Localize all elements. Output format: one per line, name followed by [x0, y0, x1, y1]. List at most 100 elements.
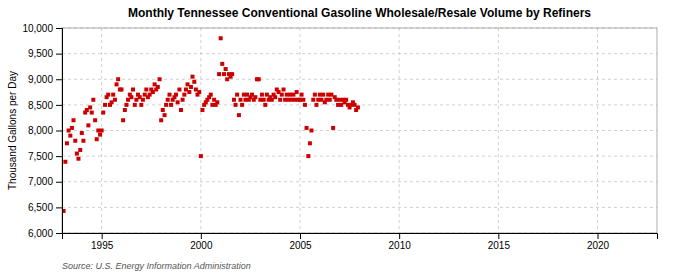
tick: 7,500 — [28, 151, 62, 162]
chart: 1995200020052010201520206,0006,5007,0007… — [0, 0, 675, 275]
point — [356, 105, 360, 109]
point — [200, 108, 204, 112]
tick-mark — [56, 156, 62, 157]
point — [282, 88, 286, 92]
tick-mark — [56, 182, 62, 183]
point — [158, 77, 162, 81]
point — [68, 134, 72, 138]
tick: 2015 — [488, 233, 511, 251]
grid-line — [62, 79, 657, 80]
point — [88, 105, 92, 109]
tick-mark — [498, 233, 499, 239]
tick-label: 2020 — [587, 240, 610, 251]
point — [75, 152, 79, 156]
grid-line — [62, 53, 657, 54]
tick: 1995 — [91, 233, 114, 251]
point — [161, 108, 165, 112]
point — [124, 103, 128, 107]
point — [313, 93, 317, 97]
point — [280, 93, 284, 97]
point — [182, 93, 186, 97]
points — [62, 36, 360, 213]
tick-label: 1995 — [91, 240, 114, 251]
point — [141, 98, 145, 102]
grid-line — [62, 181, 657, 182]
tick: 8,500 — [28, 100, 62, 111]
tick: 9,000 — [28, 74, 62, 85]
point — [100, 129, 104, 133]
point — [344, 98, 348, 102]
point — [232, 98, 236, 102]
point — [144, 88, 148, 92]
point — [106, 93, 110, 97]
point — [237, 113, 241, 117]
tick-label: 8,000 — [28, 125, 53, 136]
point — [199, 154, 203, 158]
point — [98, 133, 102, 137]
tick: 2020 — [587, 233, 610, 251]
tick-label: 6,500 — [28, 202, 53, 213]
point — [331, 126, 335, 130]
point — [179, 108, 183, 112]
point — [257, 77, 261, 81]
point — [278, 98, 282, 102]
point — [305, 126, 309, 130]
point — [176, 100, 180, 104]
x-axis: 199520002005201020152020 — [63, 233, 658, 251]
point — [129, 95, 133, 99]
tick-mark — [300, 233, 301, 239]
tick-mark — [598, 233, 599, 239]
tick: 6,000 — [28, 228, 62, 239]
point — [86, 123, 90, 127]
point — [78, 148, 82, 152]
point — [192, 80, 196, 84]
point — [222, 72, 226, 76]
point — [93, 118, 97, 122]
point — [308, 141, 312, 145]
point — [101, 111, 105, 115]
point — [209, 93, 213, 97]
tick: 10,000 — [22, 23, 62, 34]
tick-label: 10,000 — [22, 23, 53, 34]
point — [169, 103, 173, 107]
grid-line — [62, 130, 657, 131]
tick: 2010 — [389, 233, 412, 251]
point — [235, 93, 239, 97]
point — [133, 103, 137, 107]
point — [115, 82, 119, 86]
tick-mark — [201, 233, 202, 239]
axis-line — [63, 234, 658, 240]
point — [262, 98, 266, 102]
point — [239, 98, 243, 102]
grid — [62, 28, 657, 233]
point — [295, 90, 299, 94]
tick-label: 9,500 — [28, 48, 53, 59]
tick-mark — [399, 233, 400, 239]
point — [303, 103, 307, 107]
tick: 6,500 — [28, 202, 62, 213]
point — [314, 103, 318, 107]
point — [301, 98, 305, 102]
point — [321, 93, 325, 97]
tick-label: 2015 — [488, 240, 511, 251]
point — [306, 154, 310, 158]
point — [181, 98, 185, 102]
point — [240, 103, 244, 107]
point — [72, 118, 76, 122]
grid-line — [498, 28, 499, 233]
tick-label: 7,500 — [28, 151, 53, 162]
grid-line — [300, 28, 301, 233]
grid-line — [62, 207, 657, 208]
point — [174, 93, 178, 97]
annotation: Source: U.S. Energy Information Administ… — [62, 261, 251, 271]
tick-label: 8,500 — [28, 100, 53, 111]
point — [167, 93, 171, 97]
plot-area: 1995200020052010201520206,0006,5007,0007… — [22, 23, 657, 251]
tick: 2005 — [289, 233, 312, 251]
point — [260, 93, 264, 97]
point — [215, 100, 219, 104]
point — [217, 72, 221, 76]
point — [131, 88, 135, 92]
axis-line — [56, 29, 63, 234]
tick-label: 6,000 — [28, 228, 53, 239]
